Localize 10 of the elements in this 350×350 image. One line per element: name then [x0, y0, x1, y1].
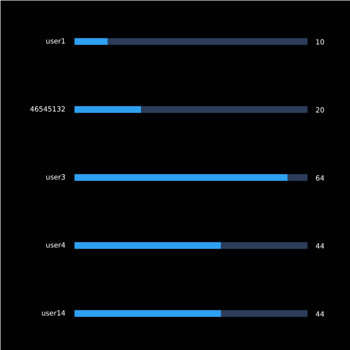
bar [220, 242, 308, 249]
bar [74, 242, 221, 249]
bar [141, 106, 308, 113]
bar [74, 174, 288, 181]
bar [74, 310, 221, 317]
bar [108, 38, 308, 45]
bar [220, 310, 308, 317]
bar [288, 174, 308, 181]
bar [74, 106, 142, 113]
bar [74, 38, 108, 45]
